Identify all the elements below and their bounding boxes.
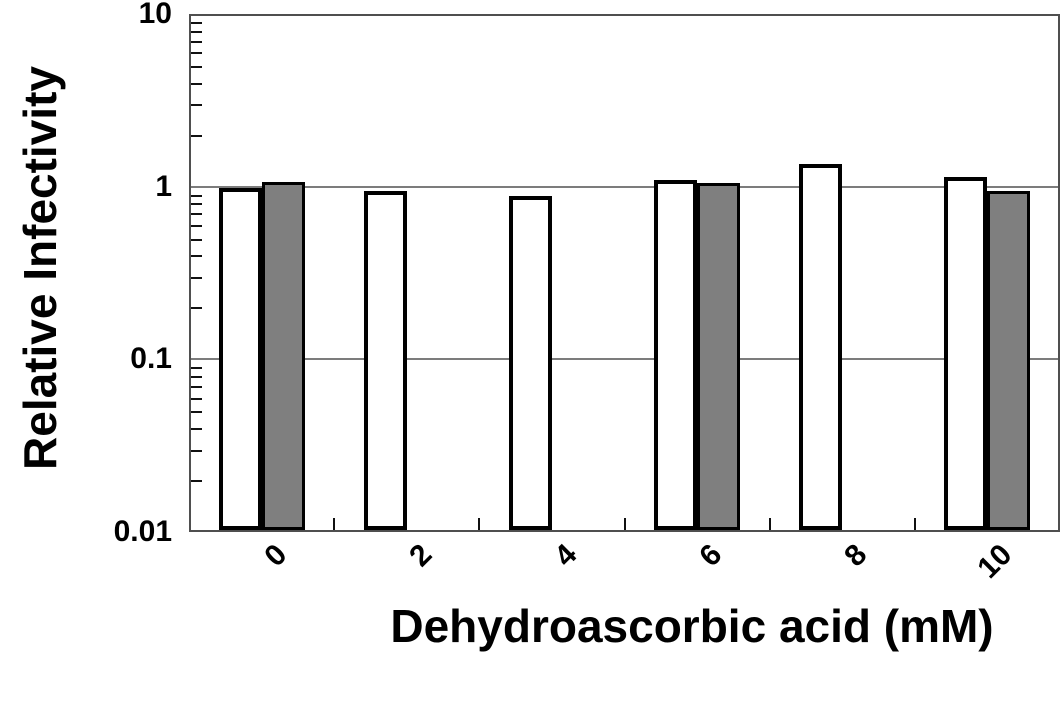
y-minor-tick	[191, 367, 202, 370]
y-minor-tick	[191, 40, 202, 43]
y-minor-tick	[191, 194, 202, 197]
y-minor-tick	[191, 224, 202, 227]
y-gridline	[191, 358, 1058, 361]
y-minor-tick	[191, 397, 202, 400]
x-axis-tick	[913, 518, 916, 530]
y-minor-tick	[191, 52, 202, 55]
y-minor-tick	[191, 134, 202, 137]
y-minor-tick	[191, 255, 202, 258]
x-axis-tick	[623, 518, 626, 530]
y-minor-tick	[191, 238, 202, 241]
y-gridline	[191, 185, 1058, 188]
y-minor-tick	[191, 307, 202, 310]
y-minor-tick	[191, 21, 202, 24]
y-axis-title: Relative Infectivity	[14, 66, 66, 470]
x-axis-title: Dehydroascorbic acid (mM)	[390, 600, 994, 652]
y-minor-tick	[191, 480, 202, 483]
bar-gray-6mM	[697, 183, 741, 530]
bar-open-10mM	[944, 176, 988, 530]
bar-open-2mM	[363, 190, 407, 530]
y-minor-tick	[191, 104, 202, 107]
bar-gray-10mM	[987, 191, 1031, 530]
y-minor-tick	[191, 276, 202, 279]
y-minor-tick	[191, 449, 202, 452]
bar-gray-0mM	[261, 182, 305, 530]
y-minor-tick	[191, 386, 202, 389]
y-minor-tick	[191, 411, 202, 414]
y-minor-tick	[191, 428, 202, 431]
x-axis-tick	[333, 518, 336, 530]
x-axis-tick	[768, 518, 771, 530]
bar-open-6mM	[654, 179, 698, 530]
bar-open-4mM	[508, 196, 552, 530]
y-tick-label: 0.1	[130, 342, 172, 376]
bar-open-0mM	[218, 188, 262, 530]
y-tick-label: 0.01	[113, 515, 172, 548]
plot-area	[189, 14, 1060, 532]
y-minor-tick	[191, 65, 202, 68]
bar-open-8mM	[799, 164, 843, 530]
y-minor-tick	[191, 30, 202, 33]
y-minor-tick	[191, 203, 202, 206]
y-minor-tick	[191, 82, 202, 85]
x-tick-label: 0	[257, 538, 293, 574]
y-tick-label: 10	[138, 0, 172, 30]
x-axis-tick	[478, 518, 481, 530]
y-minor-tick	[191, 376, 202, 379]
y-minor-tick	[191, 213, 202, 216]
y-tick-label: 1	[155, 169, 172, 203]
